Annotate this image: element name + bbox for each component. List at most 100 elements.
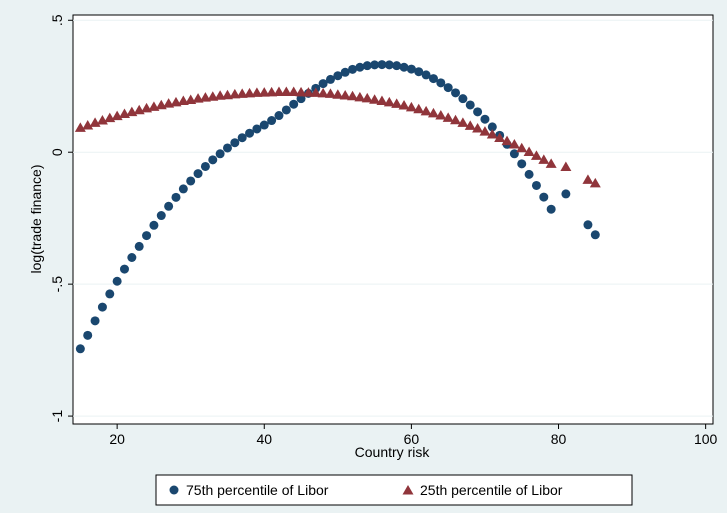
data-point-series-2 [288, 86, 300, 97]
data-point-series-2 [332, 89, 344, 99]
data-point-series-1 [473, 107, 483, 117]
data-point-series-1 [561, 189, 571, 199]
data-point-series-2 [310, 87, 322, 97]
data-point-series-2 [464, 120, 476, 130]
x-tick-label: 80 [551, 431, 567, 447]
y-tick-label: .5 [49, 14, 65, 26]
data-point-series-2 [442, 112, 454, 122]
data-point-series-2 [82, 120, 94, 130]
data-point-series-1 [208, 155, 218, 165]
data-point-series-1 [465, 100, 475, 110]
data-point-series-1 [370, 60, 380, 70]
legend-marker-series-2 [402, 485, 414, 495]
data-point-series-1 [274, 111, 284, 121]
y-tick-label: -.5 [49, 276, 65, 293]
data-point-series-1 [222, 143, 232, 153]
data-point-series-2 [405, 101, 417, 112]
data-point-series-2 [258, 87, 270, 97]
data-point-series-1 [215, 149, 225, 159]
data-point-series-1 [112, 276, 122, 286]
data-point-series-1 [325, 74, 335, 84]
data-point-series-1 [509, 149, 519, 159]
data-point-series-1 [164, 201, 174, 211]
data-point-series-2 [302, 87, 314, 97]
data-point-series-2 [244, 87, 256, 98]
data-point-series-1 [171, 192, 181, 202]
data-point-series-1 [90, 316, 100, 326]
data-point-series-2 [589, 177, 601, 188]
data-point-series-2 [523, 146, 535, 156]
data-point-series-2 [486, 129, 498, 139]
data-point-series-2 [545, 158, 557, 168]
data-point-series-1 [414, 67, 424, 77]
data-point-series-2 [214, 90, 226, 100]
data-point-series-2 [479, 126, 491, 136]
data-point-series-2 [273, 86, 285, 97]
x-tick-label: 60 [404, 431, 420, 447]
data-point-series-2 [420, 105, 432, 116]
legend-box [155, 474, 633, 506]
data-point-series-1 [200, 161, 210, 171]
data-point-series-2 [472, 122, 484, 133]
data-point-series-1 [406, 64, 416, 74]
data-point-series-1 [245, 128, 255, 138]
data-point-series-1 [590, 230, 600, 240]
data-point-series-1 [237, 133, 247, 143]
gridlines [73, 19, 713, 417]
legend: 75th percentile of Libor 25th percentile… [155, 474, 633, 506]
x-axis-label: Country risk [355, 444, 431, 460]
data-point-series-2 [280, 86, 292, 97]
data-point-series-2 [494, 132, 506, 142]
data-point-series-2 [199, 92, 211, 102]
data-point-series-2 [251, 87, 263, 97]
data-series [74, 60, 601, 354]
data-point-series-1 [289, 99, 299, 109]
x-tick-label: 40 [256, 431, 272, 447]
data-point-series-1 [539, 192, 549, 202]
data-point-series-1 [259, 120, 269, 130]
data-point-series-2 [376, 95, 388, 106]
data-point-series-1 [517, 159, 527, 169]
x-tick-label: 20 [109, 431, 125, 447]
data-point-series-2 [317, 87, 329, 98]
data-point-series-1 [119, 264, 129, 274]
data-point-series-1 [443, 83, 453, 93]
data-point-series-1 [583, 220, 593, 230]
data-point-series-2 [324, 88, 336, 98]
plot-area [72, 14, 714, 425]
data-point-series-1 [149, 220, 159, 230]
data-point-series-1 [230, 138, 240, 148]
data-point-series-1 [436, 78, 446, 88]
data-point-series-1 [384, 60, 394, 70]
data-point-series-2 [369, 94, 381, 104]
data-point-series-2 [501, 135, 513, 146]
legend-label-series-2: 25th percentile of Libor [420, 482, 563, 498]
y-tick-label: -1 [49, 410, 65, 423]
data-point-series-2 [530, 150, 542, 160]
data-point-series-1 [377, 60, 387, 70]
data-point-series-2 [508, 139, 520, 149]
data-point-series-1 [267, 116, 277, 126]
data-point-series-2 [398, 100, 410, 110]
data-point-series-2 [295, 86, 307, 97]
data-point-series-1 [134, 241, 144, 251]
data-point-series-1 [399, 62, 409, 72]
data-point-series-1 [348, 64, 358, 74]
data-point-series-2 [391, 98, 403, 108]
data-point-series-1 [428, 74, 438, 84]
data-point-series-2 [354, 91, 366, 102]
data-point-series-2 [457, 117, 469, 127]
data-point-series-1 [524, 169, 534, 179]
data-point-series-2 [560, 161, 572, 171]
data-point-series-1 [480, 114, 490, 124]
data-point-series-2 [413, 103, 425, 114]
data-point-series-1 [252, 124, 262, 134]
data-point-series-1 [105, 289, 115, 299]
data-point-series-2 [361, 92, 373, 103]
data-point-series-1 [127, 252, 137, 262]
x-tick-label: 100 [694, 431, 718, 447]
data-point-series-1 [451, 88, 461, 98]
legend-marker-series-1 [169, 485, 179, 495]
data-point-series-1 [97, 302, 107, 312]
